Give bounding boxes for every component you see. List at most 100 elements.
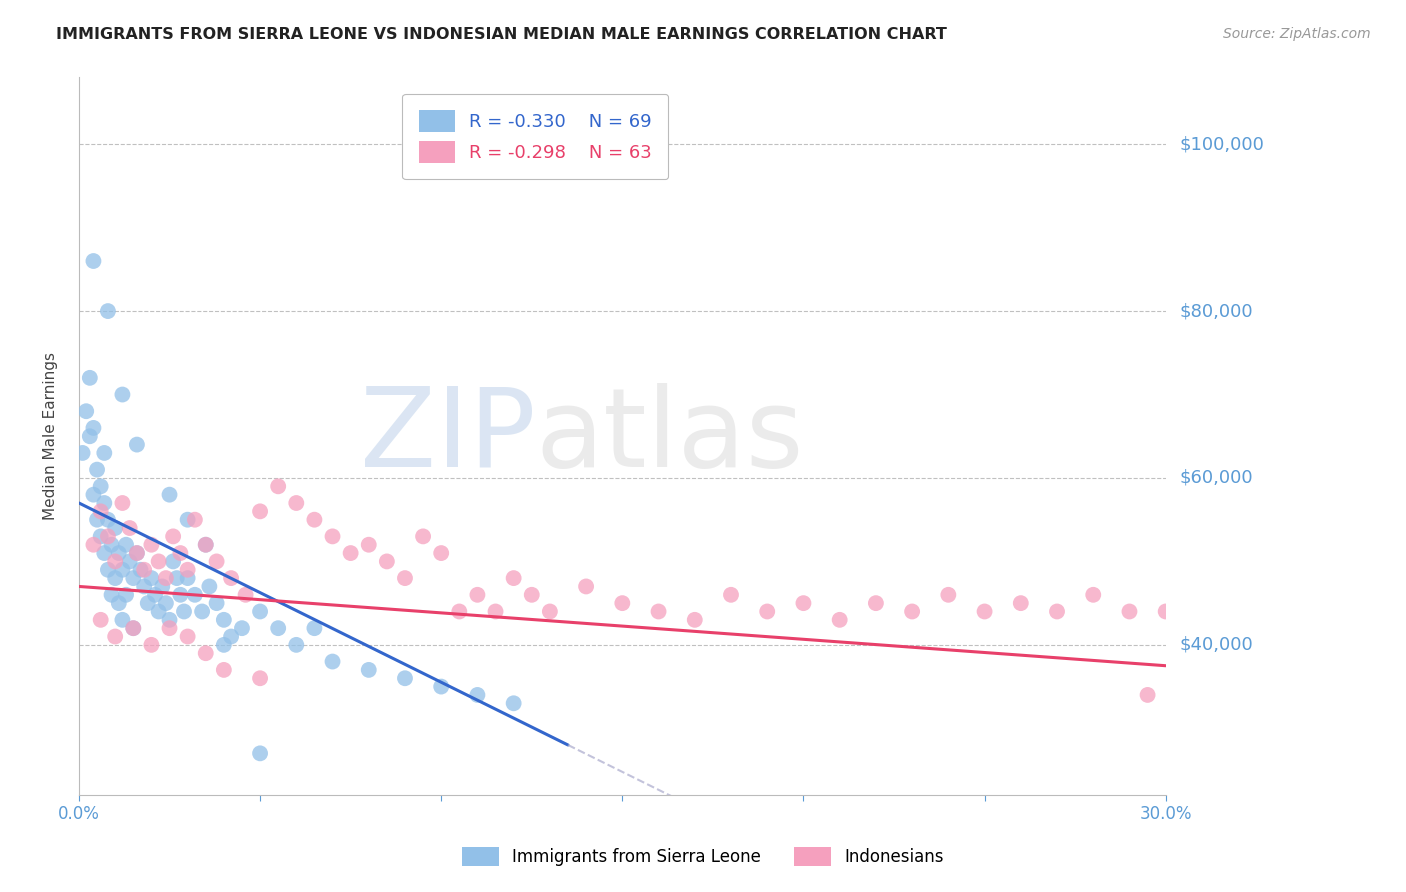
Point <box>449 605 471 619</box>
Point <box>176 630 198 644</box>
Point <box>111 387 134 401</box>
Point <box>134 579 156 593</box>
Point <box>125 546 148 560</box>
Point <box>97 304 120 318</box>
Point <box>82 254 104 268</box>
Point <box>72 446 94 460</box>
Point <box>100 538 122 552</box>
Text: $100,000: $100,000 <box>1180 136 1264 153</box>
Text: atlas: atlas <box>536 383 804 490</box>
Point <box>134 563 156 577</box>
Point <box>1046 605 1069 619</box>
Point <box>973 605 995 619</box>
Point <box>249 671 271 685</box>
Point <box>104 521 127 535</box>
Point <box>1010 596 1032 610</box>
Point <box>184 588 207 602</box>
Point <box>191 605 214 619</box>
Point <box>1118 605 1140 619</box>
Point <box>198 579 221 593</box>
Point <box>93 446 115 460</box>
Point <box>159 613 181 627</box>
Point <box>647 605 669 619</box>
Point <box>162 554 184 568</box>
Point <box>502 571 524 585</box>
Point <box>86 462 108 476</box>
Point <box>235 588 257 602</box>
Point <box>484 605 506 619</box>
Point <box>865 596 887 610</box>
Point <box>394 671 416 685</box>
Point <box>129 563 152 577</box>
Point <box>122 571 145 585</box>
Point <box>118 521 141 535</box>
Point <box>162 529 184 543</box>
Point <box>322 655 344 669</box>
Point <box>107 596 129 610</box>
Point <box>82 488 104 502</box>
Point <box>467 688 489 702</box>
Point <box>79 429 101 443</box>
Point <box>148 605 170 619</box>
Point <box>93 546 115 560</box>
Point <box>141 538 163 552</box>
Point <box>285 638 308 652</box>
Point <box>90 479 112 493</box>
Point <box>104 554 127 568</box>
Point <box>107 546 129 560</box>
Point <box>267 479 290 493</box>
Point <box>1083 588 1105 602</box>
Text: IMMIGRANTS FROM SIERRA LEONE VS INDONESIAN MEDIAN MALE EARNINGS CORRELATION CHAR: IMMIGRANTS FROM SIERRA LEONE VS INDONESI… <box>56 27 948 42</box>
Point <box>90 504 112 518</box>
Point <box>249 605 271 619</box>
Point <box>375 554 398 568</box>
Point <box>683 613 706 627</box>
Point <box>100 588 122 602</box>
Point <box>467 588 489 602</box>
Point <box>136 596 159 610</box>
Point <box>219 571 242 585</box>
Point <box>249 504 271 518</box>
Point <box>115 538 138 552</box>
Point <box>231 621 253 635</box>
Point <box>176 571 198 585</box>
Point <box>148 554 170 568</box>
Point <box>82 421 104 435</box>
Text: Source: ZipAtlas.com: Source: ZipAtlas.com <box>1223 27 1371 41</box>
Point <box>82 538 104 552</box>
Point <box>169 546 191 560</box>
Legend: Immigrants from Sierra Leone, Indonesians: Immigrants from Sierra Leone, Indonesian… <box>454 838 952 875</box>
Point <box>219 630 242 644</box>
Point <box>249 747 271 761</box>
Point <box>115 588 138 602</box>
Point <box>938 588 960 602</box>
Point <box>357 538 380 552</box>
Point <box>104 571 127 585</box>
Point <box>339 546 361 560</box>
Point <box>173 605 195 619</box>
Point <box>756 605 779 619</box>
Legend: R = -0.330    N = 69, R = -0.298    N = 63: R = -0.330 N = 69, R = -0.298 N = 63 <box>402 94 668 179</box>
Point <box>155 571 177 585</box>
Point <box>75 404 97 418</box>
Point <box>394 571 416 585</box>
Point <box>122 621 145 635</box>
Text: $60,000: $60,000 <box>1180 469 1253 487</box>
Point <box>97 513 120 527</box>
Point <box>155 596 177 610</box>
Point <box>104 630 127 644</box>
Point <box>1136 688 1159 702</box>
Point <box>79 371 101 385</box>
Point <box>520 588 543 602</box>
Point <box>205 554 228 568</box>
Point <box>86 513 108 527</box>
Point <box>111 613 134 627</box>
Point <box>90 613 112 627</box>
Point <box>141 638 163 652</box>
Point <box>212 638 235 652</box>
Text: ZIP: ZIP <box>360 383 536 490</box>
Point <box>612 596 634 610</box>
Point <box>93 496 115 510</box>
Point <box>159 621 181 635</box>
Point <box>90 529 112 543</box>
